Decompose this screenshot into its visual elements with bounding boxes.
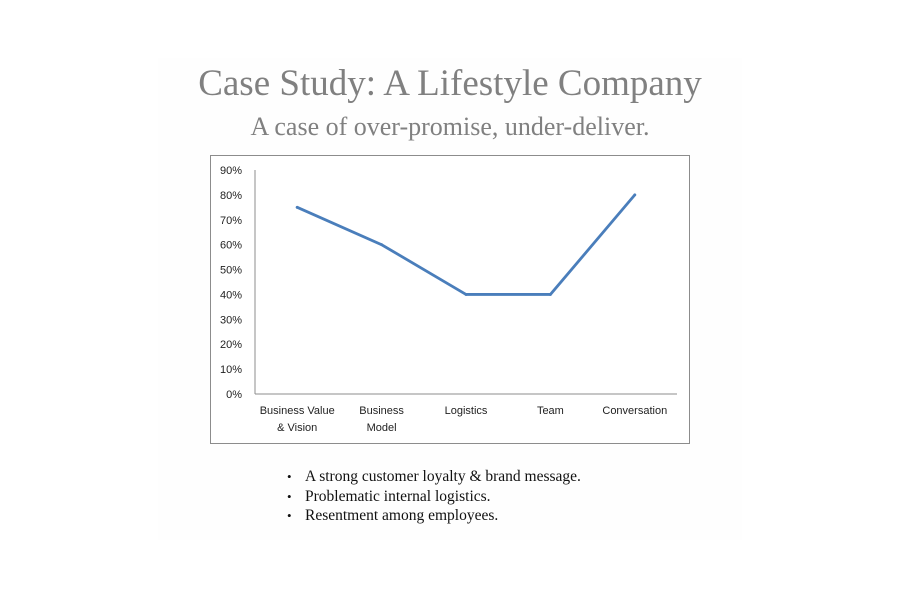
bullet-list: A strong customer loyalty & brand messag… xyxy=(287,467,581,526)
bullet-item: Resentment among employees. xyxy=(287,506,581,526)
series-line xyxy=(295,193,637,296)
x-category-label: Model xyxy=(367,422,397,434)
data-point xyxy=(380,243,383,247)
y-tick-label: 50% xyxy=(220,265,242,277)
y-tick-label: 80% xyxy=(220,190,242,202)
x-category-label: & Vision xyxy=(277,422,317,434)
y-tick-label: 70% xyxy=(220,215,242,227)
y-tick-label: 10% xyxy=(220,364,242,376)
y-tick-label: 60% xyxy=(220,240,242,252)
y-tick-label: 90% xyxy=(220,165,242,177)
bullet-item: Problematic internal logistics. xyxy=(287,487,581,507)
data-point xyxy=(295,205,299,209)
data-point xyxy=(464,293,468,296)
chart-svg: 0% 10% 20% 30% 40% 50% 60% 70% 80% 90% Business Va… xyxy=(220,165,677,434)
slide-title: Case Study: A Lifestyle Company xyxy=(198,63,702,104)
x-category-label: Team xyxy=(537,405,564,417)
y-tick-label: 30% xyxy=(220,314,242,326)
data-point xyxy=(549,293,552,296)
slide-subtitle: A case of over-promise, under-deliver. xyxy=(250,112,650,141)
bullet-item: A strong customer loyalty & brand messag… xyxy=(287,467,581,487)
line-chart: 0% 10% 20% 30% 40% 50% 60% 70% 80% 90% Business Va… xyxy=(210,155,690,444)
x-category-label: Business xyxy=(359,405,404,417)
y-tick-label: 20% xyxy=(220,339,242,351)
y-tick-label: 40% xyxy=(220,289,242,301)
data-point xyxy=(633,193,637,197)
x-category-label: Business Value xyxy=(260,405,335,417)
x-category-label: Logistics xyxy=(445,405,488,417)
y-tick-label: 0% xyxy=(226,389,242,401)
x-category-label: Conversation xyxy=(602,405,667,417)
